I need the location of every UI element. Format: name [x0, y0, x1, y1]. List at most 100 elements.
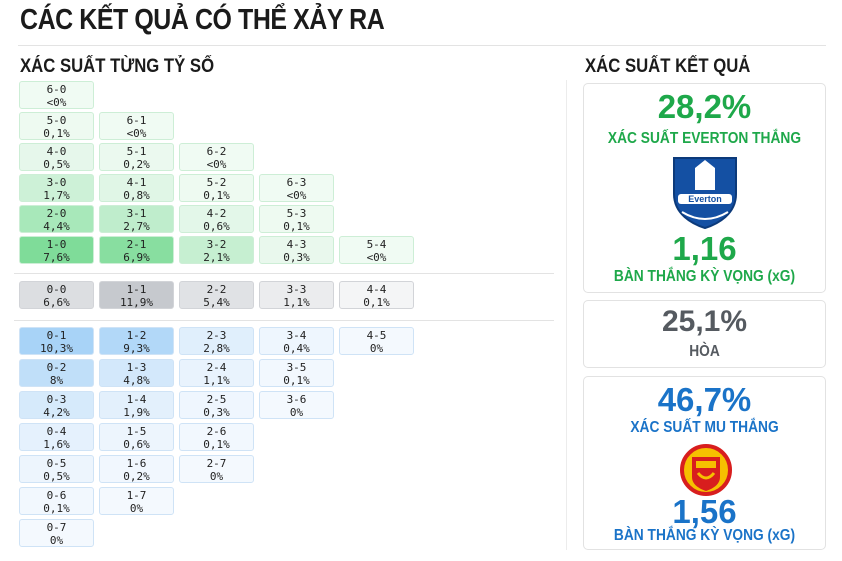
- score-cell: 6-0 <0%: [19, 81, 94, 109]
- draw-card: 25,1% HÒA: [583, 300, 826, 368]
- score: 0-1: [46, 329, 67, 342]
- score: 3-0: [46, 176, 67, 189]
- mu-crest: [680, 444, 732, 496]
- probability: 0,6%: [123, 438, 150, 451]
- probability: 5,4%: [203, 296, 230, 309]
- score-cell: 1-1 11,9%: [99, 281, 174, 309]
- score: 1-7: [126, 489, 147, 502]
- probability: 0%: [369, 342, 384, 355]
- probability: 0,2%: [123, 470, 150, 483]
- probability: 0,1%: [43, 502, 70, 515]
- score: 1-5: [126, 425, 147, 438]
- page-title: CÁC KẾT QUẢ CÓ THỂ XẢY RA: [20, 4, 385, 36]
- score: 4-0: [46, 145, 67, 158]
- probability: 0,1%: [43, 127, 70, 140]
- score-cell: 3-4 0,4%: [259, 327, 334, 355]
- probability: 0%: [49, 534, 64, 547]
- group-divider: [14, 320, 554, 321]
- score: 3-3: [286, 283, 307, 296]
- probability: 0,1%: [283, 374, 310, 387]
- probability: 7,6%: [43, 251, 70, 264]
- score: 4-3: [286, 238, 307, 251]
- probability: 0,8%: [123, 189, 150, 202]
- score-cell: 4-3 0,3%: [259, 236, 334, 264]
- home-probability: 28,2%: [657, 88, 752, 125]
- score: 2-3: [206, 329, 227, 342]
- score-cell: 2-5 0,3%: [179, 391, 254, 419]
- home-xg: 1,16: [672, 230, 737, 267]
- score-cell: 2-1 6,9%: [99, 236, 174, 264]
- score: 2-7: [206, 457, 227, 470]
- score-cell: 4-2 0,6%: [179, 205, 254, 233]
- probability: 10,3%: [39, 342, 74, 355]
- probability: 0,1%: [203, 438, 230, 451]
- score: 5-2: [206, 176, 227, 189]
- score-cell: 0-6 0,1%: [19, 487, 94, 515]
- probability: 6,9%: [123, 251, 150, 264]
- probability: 0,1%: [363, 296, 390, 309]
- score-cell: 5-3 0,1%: [259, 205, 334, 233]
- score-cell: 2-4 1,1%: [179, 359, 254, 387]
- probability: 0,4%: [283, 342, 310, 355]
- score-cell: 3-2 2,1%: [179, 236, 254, 264]
- score: 2-0: [46, 207, 67, 220]
- score-cell: 2-6 0,1%: [179, 423, 254, 451]
- probability: 9,3%: [123, 342, 150, 355]
- score-cell: 5-1 0,2%: [99, 143, 174, 171]
- score-cell: 3-0 1,7%: [19, 174, 94, 202]
- score: 2-4: [206, 361, 227, 374]
- score-cell: 5-4 <0%: [339, 236, 414, 264]
- score: 0-3: [46, 393, 67, 406]
- everton-crest: Everton: [673, 157, 737, 230]
- score: 5-1: [126, 145, 147, 158]
- score: 6-0: [46, 83, 67, 96]
- home-xg-label: BÀN THẮNG KỲ VỌNG (xG): [613, 268, 796, 285]
- score-cell: 0-7 0%: [19, 519, 94, 547]
- score: 6-1: [126, 114, 147, 127]
- section-title: XÁC SUẤT KẾT QUẢ: [585, 56, 751, 77]
- score-cell: 1-3 4,8%: [99, 359, 174, 387]
- probability: 0,1%: [203, 189, 230, 202]
- probability: <0%: [366, 251, 387, 264]
- score: 2-2: [206, 283, 227, 296]
- probability: 1,1%: [203, 374, 230, 387]
- probability: 0%: [129, 502, 144, 515]
- score: 1-3: [126, 361, 147, 374]
- away-xg-label: BÀN THẮNG KỲ VỌNG (xG): [613, 527, 796, 544]
- probability: 4,8%: [123, 374, 150, 387]
- score: 2-6: [206, 425, 227, 438]
- probability: 4,2%: [43, 406, 70, 419]
- score: 1-1: [126, 283, 147, 296]
- score: 3-4: [286, 329, 307, 342]
- probability: 0,3%: [203, 406, 230, 419]
- probability: 8%: [49, 374, 64, 387]
- score-cell: 0-0 6,6%: [19, 281, 94, 309]
- probability: <0%: [46, 96, 67, 109]
- score-cell: 2-2 5,4%: [179, 281, 254, 309]
- probability: 1,9%: [123, 406, 150, 419]
- probability: 0,5%: [43, 470, 70, 483]
- score-cell: 6-1 <0%: [99, 112, 174, 140]
- score: 4-4: [366, 283, 387, 296]
- score-cell: 2-7 0%: [179, 455, 254, 483]
- score-cell: 0-5 0,5%: [19, 455, 94, 483]
- score-cell: 3-1 2,7%: [99, 205, 174, 233]
- probability: 2,8%: [203, 342, 230, 355]
- probability: 0,1%: [283, 220, 310, 233]
- score: 3-6: [286, 393, 307, 406]
- score: 0-6: [46, 489, 67, 502]
- away-probability: 46,7%: [657, 381, 752, 418]
- probability: 6,6%: [43, 296, 70, 309]
- score-cell: 0-3 4,2%: [19, 391, 94, 419]
- score: 3-5: [286, 361, 307, 374]
- score: 3-2: [206, 238, 227, 251]
- score: 1-2: [126, 329, 147, 342]
- section-title: XÁC SUẤT TỪNG TỶ SỐ: [20, 56, 215, 77]
- score-cell: 1-4 1,9%: [99, 391, 174, 419]
- score-cell: 3-3 1,1%: [259, 281, 334, 309]
- score: 4-2: [206, 207, 227, 220]
- group-divider: [14, 273, 554, 274]
- column-divider: [566, 80, 567, 550]
- probability: 0%: [209, 470, 224, 483]
- score: 0-0: [46, 283, 67, 296]
